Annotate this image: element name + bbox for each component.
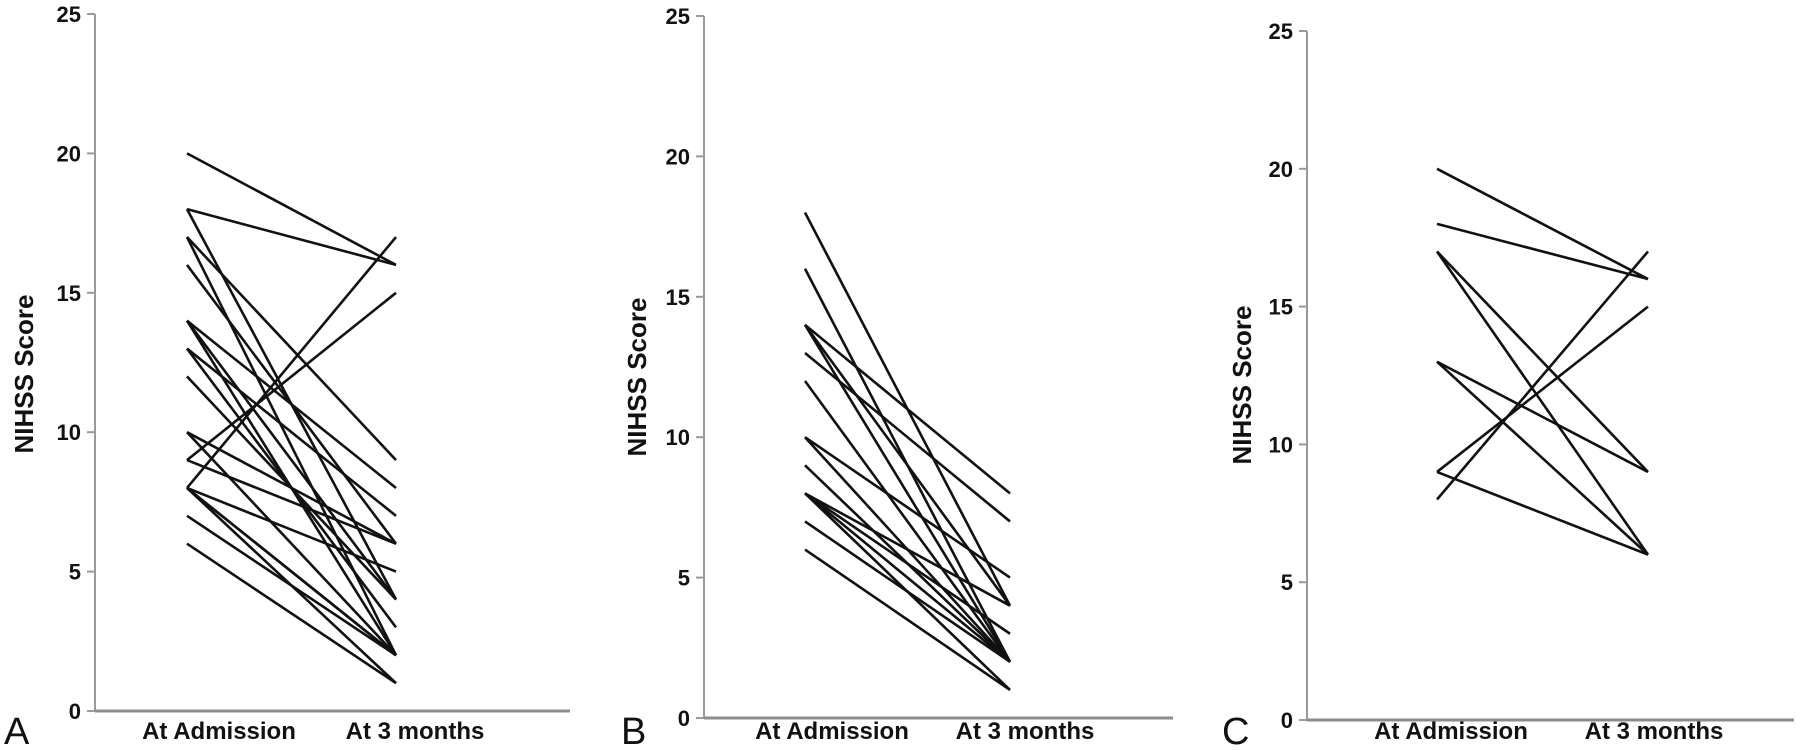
series-lines [185, 152, 398, 685]
panel-label: B [621, 711, 646, 750]
patient-line [186, 291, 397, 462]
patient-line [1436, 250, 1649, 473]
y-axis-ticks: 0 5 10 15 20 25 [666, 4, 704, 731]
patient-line [1436, 250, 1649, 501]
patient-line [186, 542, 397, 685]
patient-line [186, 236, 397, 489]
panel-c: C NIHSS Score At Admission At 3 months 0… [1222, 19, 1794, 750]
patient-line [1435, 250, 1650, 556]
y-tick-label: 5 [1281, 570, 1293, 595]
patient-line [186, 431, 397, 657]
x-category-label-admission: At Admission [142, 718, 296, 745]
y-axis-ticks: 0 5 10 15 20 25 [57, 2, 95, 724]
patient-line [186, 431, 397, 545]
patient-line [1436, 360, 1649, 556]
y-axis-title: NIHSS Score [622, 298, 652, 457]
patient-line [1436, 222, 1649, 281]
patient-line [186, 458, 397, 545]
y-tick-label: 10 [1269, 432, 1293, 457]
y-tick-label: 0 [69, 699, 81, 724]
patient-line [803, 324, 1012, 607]
y-tick-label: 10 [57, 420, 81, 445]
y-tick-label: 25 [1269, 19, 1293, 44]
y-tick-label: 10 [666, 425, 690, 450]
y-tick-label: 20 [57, 141, 81, 166]
x-category-label-admission: At Admission [1374, 718, 1528, 745]
patient-line [186, 152, 397, 267]
x-category-label-admission: At Admission [755, 718, 909, 745]
patient-line [804, 548, 1011, 691]
y-axis-title: NIHSS Score [9, 295, 39, 454]
patient-line [1436, 360, 1649, 474]
patient-line [186, 236, 397, 461]
y-tick-label: 5 [678, 566, 690, 591]
patient-line [804, 351, 1011, 523]
y-axis-ticks: 0 5 10 15 20 25 [1269, 19, 1307, 733]
series-lines [803, 211, 1012, 691]
y-tick-label: 15 [1269, 295, 1293, 320]
panel-label: C [1222, 711, 1249, 750]
y-tick-label: 20 [666, 144, 690, 169]
y-tick-label: 15 [666, 285, 690, 310]
patient-line [186, 319, 397, 489]
patient-line [1436, 470, 1649, 556]
x-category-label-3-months: At 3 months [956, 718, 1095, 745]
patient-line [804, 436, 1011, 579]
y-tick-label: 0 [1281, 708, 1293, 733]
patient-line [186, 486, 397, 573]
patient-line [185, 319, 398, 601]
panel-b: B NIHSS Score At Admission At 3 months 0… [621, 4, 1173, 750]
panel-a: A NIHSS Score At Admission At 3 months 0… [4, 2, 570, 750]
y-tick-label: 5 [69, 560, 81, 585]
patient-line [804, 492, 1011, 663]
patient-line [804, 492, 1011, 635]
patient-line [803, 380, 1012, 663]
patient-line [185, 236, 398, 656]
y-tick-label: 25 [666, 4, 690, 29]
y-tick-label: 15 [57, 281, 81, 306]
patient-line [1436, 305, 1649, 473]
y-tick-label: 20 [1269, 157, 1293, 182]
patient-line [186, 486, 397, 657]
series-lines [1435, 167, 1650, 556]
patient-line [186, 347, 397, 517]
patient-line [804, 323, 1011, 495]
patient-line [186, 207, 397, 267]
patient-line [804, 520, 1011, 663]
patient-line [1436, 167, 1649, 281]
y-tick-label: 0 [678, 706, 690, 731]
y-tick-label: 25 [57, 2, 81, 27]
panel-label: A [4, 711, 30, 750]
x-category-label-3-months: At 3 months [1585, 718, 1724, 745]
x-category-label-3-months: At 3 months [346, 718, 485, 745]
patient-line [186, 514, 397, 657]
patient-line [804, 492, 1011, 607]
y-axis-title: NIHSS Score [1227, 306, 1257, 465]
